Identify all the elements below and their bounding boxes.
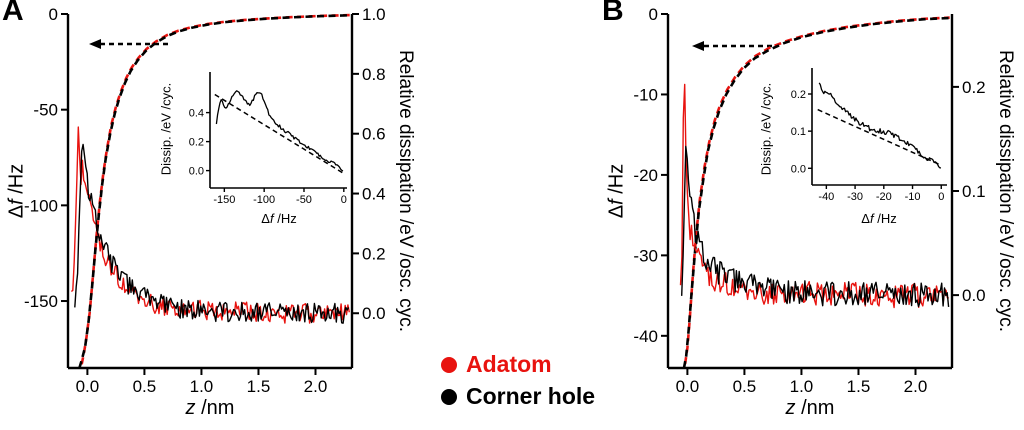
svg-text:0.0: 0.0 (362, 304, 386, 323)
legend-item-adatom: Adatom (441, 351, 595, 377)
svg-text:-40: -40 (633, 327, 658, 346)
svg-text:0.1: 0.1 (791, 126, 806, 138)
f-symbol: f (869, 211, 874, 226)
delta-symbol: Δ (605, 204, 628, 219)
svg-text:0.5: 0.5 (733, 377, 757, 396)
svg-text:-100: -100 (253, 194, 275, 206)
panel-b-letter: B (602, 0, 624, 27)
nm-unit: /nm (795, 397, 835, 419)
svg-text:-30: -30 (633, 246, 658, 265)
svg-text:0.0: 0.0 (189, 166, 204, 178)
svg-text:0: 0 (649, 5, 658, 24)
panel-b-inset-y-axis-label: Dissip. /eV /cyc. (758, 82, 774, 176)
panel-a-letter: A (2, 0, 24, 27)
legend-item-corner-hole: Corner hole (441, 383, 596, 410)
svg-text:-20: -20 (876, 191, 892, 203)
hz-unit: /Hz (605, 163, 628, 200)
delta-symbol: Δ (861, 211, 870, 226)
hz-unit: /Hz (873, 211, 897, 226)
svg-text:-10: -10 (905, 191, 921, 203)
f-symbol: f (5, 199, 28, 205)
svg-text:2.0: 2.0 (304, 377, 328, 396)
svg-text:-50: -50 (296, 194, 312, 206)
corner-hole-label: Corner hole (466, 383, 596, 410)
delta-symbol: Δ (261, 211, 270, 226)
panel-a-left-axis-label: Δf /Hz (6, 164, 29, 218)
svg-text:0.5: 0.5 (133, 377, 157, 396)
svg-text:0.8: 0.8 (362, 65, 386, 84)
f-symbol: f (269, 211, 274, 226)
adatom-label: Adatom (466, 351, 552, 377)
panel-a-inset-x-axis-label: Δf /Hz (261, 211, 296, 226)
svg-text:1.0: 1.0 (790, 377, 814, 396)
svg-text:-40: -40 (818, 191, 834, 203)
panel-a-right-axis-label: Relative dissipation /eV /osc. cyc. (395, 50, 416, 332)
svg-text:-10: -10 (633, 85, 658, 104)
panel-b: 0 -10 -20 -30 -40 0.2 0.1 0.0 0.0 0.5 1.0 1.5 2.0 0.0… (600, 0, 1024, 430)
delta-symbol: Δ (5, 204, 28, 219)
svg-text:-20: -20 (633, 166, 658, 185)
svg-text:0: 0 (49, 5, 58, 24)
corner-hole-dot-icon (441, 388, 457, 405)
nm-unit: /nm (195, 397, 235, 419)
svg-text:0.2: 0.2 (362, 244, 386, 263)
panel-a-inset-y-axis-label: Dissip. /eV /cyc. (158, 82, 174, 176)
svg-text:-150: -150 (24, 292, 58, 311)
hz-unit: /Hz (273, 211, 297, 226)
svg-text:0.0: 0.0 (962, 286, 986, 305)
svg-text:0.2: 0.2 (189, 137, 204, 149)
f-symbol: f (605, 199, 628, 205)
svg-text:0.0: 0.0 (676, 377, 700, 396)
svg-text:1.5: 1.5 (247, 377, 271, 396)
z-symbol: z (185, 397, 196, 419)
hz-unit: /Hz (5, 163, 28, 200)
svg-text:0.4: 0.4 (189, 108, 204, 120)
svg-text:0: 0 (341, 194, 347, 206)
svg-text:2.0: 2.0 (904, 377, 928, 396)
svg-text:0.6: 0.6 (362, 125, 386, 144)
svg-text:-50: -50 (33, 101, 58, 120)
panel-b-inset-x-axis-label: Δf /Hz (861, 211, 896, 226)
panel-b-x-axis-label: z /nm (786, 397, 835, 420)
panel-b-left-axis-label: Δf /Hz (606, 164, 629, 218)
legend: Adatom Corner hole (441, 351, 596, 417)
svg-text:1.0: 1.0 (190, 377, 214, 396)
svg-text:0.2: 0.2 (962, 78, 986, 97)
svg-text:-100: -100 (24, 196, 58, 215)
panel-b-plot-canvas: 0 -10 -20 -30 -40 0.2 0.1 0.0 0.0 0.5 1.0 1.5 2.0 0.0… (633, 5, 986, 396)
z-symbol: z (785, 397, 796, 419)
svg-text:0.2: 0.2 (791, 89, 806, 101)
svg-text:1.5: 1.5 (847, 377, 871, 396)
panel-a: 0 -50 -100 -150 1.0 0.8 0.6 0.4 0.2 0.0 0.0 0.5 1.0 1… (0, 0, 424, 430)
svg-text:0.0: 0.0 (791, 163, 806, 175)
svg-text:0.1: 0.1 (962, 182, 986, 201)
svg-text:0.0: 0.0 (76, 377, 100, 396)
svg-text:0.4: 0.4 (362, 185, 386, 204)
svg-text:-30: -30 (847, 191, 863, 203)
panel-a-plot-canvas: 0 -50 -100 -150 1.0 0.8 0.6 0.4 0.2 0.0 0.0 0.5 1.0 1… (24, 5, 386, 396)
svg-text:-150: -150 (213, 194, 235, 206)
svg-text:1.0: 1.0 (362, 5, 386, 24)
svg-text:0: 0 (938, 191, 944, 203)
panel-a-x-axis-label: z /nm (186, 397, 235, 420)
adatom-dot-icon (441, 356, 457, 373)
panel-b-right-axis-label: Relative dissipation /eV /osc. cyc. (995, 50, 1016, 332)
